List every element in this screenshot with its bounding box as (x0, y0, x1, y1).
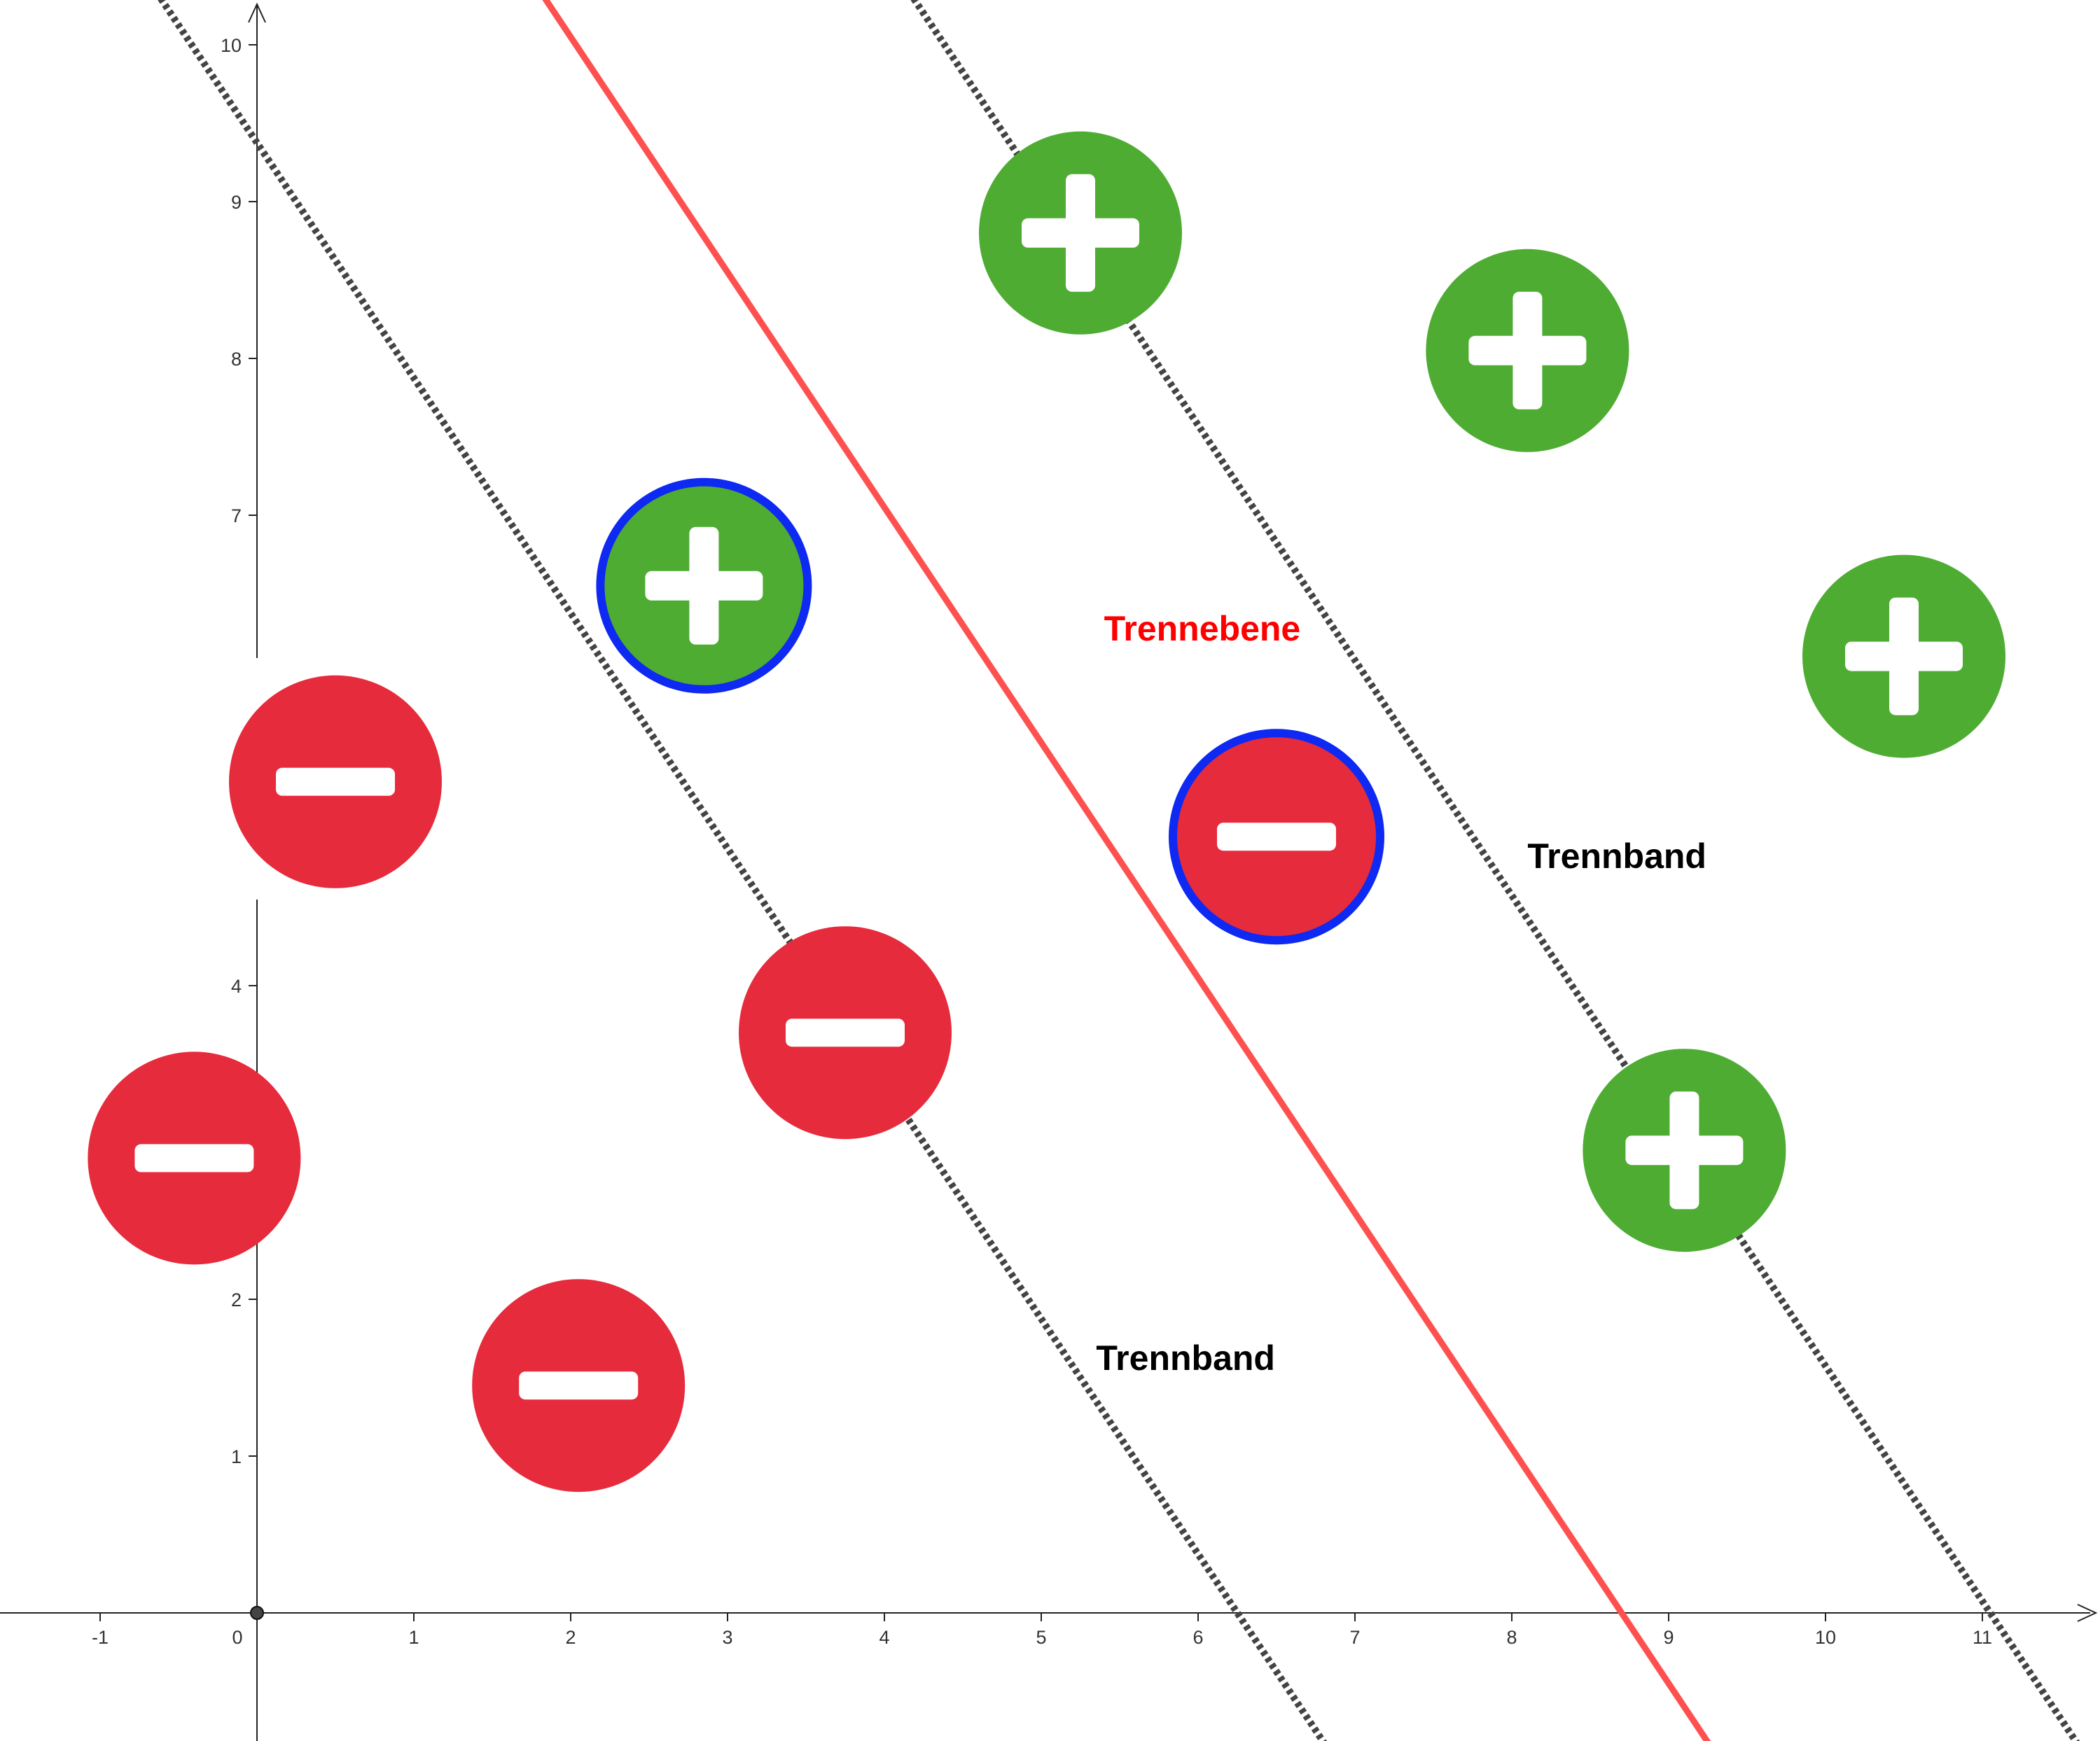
origin-point (250, 1606, 264, 1620)
plus-point-icon (596, 477, 812, 694)
hyperplane-label: Trennebene (1104, 609, 1301, 648)
separator-lines (157, 0, 2080, 1741)
data-points (88, 131, 2005, 1492)
minus-bar (786, 1019, 905, 1047)
plus-bar-vertical (1889, 597, 1919, 715)
plus-point-icon (1583, 1049, 1786, 1252)
x-tick-label: 8 (1506, 1627, 1517, 1648)
plus-bar-vertical (1066, 174, 1095, 292)
x-axis-arrow-icon (2077, 1604, 2098, 1622)
plus-point-icon (1802, 554, 2005, 758)
x-tick-label: 4 (879, 1627, 889, 1648)
plus-point-icon (979, 131, 1182, 335)
y-tick-label: 9 (231, 192, 242, 213)
minus-point-icon (229, 675, 442, 888)
x-tick-label: 7 (1349, 1627, 1360, 1648)
margin-line (910, 0, 2080, 1741)
plus-bar-vertical (1513, 291, 1543, 410)
y-tick-label: 10 (221, 35, 242, 56)
y-tick-label: 4 (231, 976, 242, 997)
margin-line (157, 0, 1328, 1741)
x-tick-label: 5 (1036, 1627, 1046, 1648)
margin-label: Trennband (1096, 1338, 1275, 1378)
plus-bar-vertical (689, 526, 719, 645)
x-tick-label: 3 (722, 1627, 732, 1648)
minus-point-icon (472, 1279, 686, 1492)
x-tick-label: 9 (1663, 1627, 1674, 1648)
minus-bar (276, 767, 395, 796)
plus-point-icon (1426, 249, 1629, 452)
x-tick-label: 11 (1973, 1627, 1992, 1648)
y-axis-arrow-icon (248, 2, 266, 23)
minus-point-icon (1169, 729, 1384, 945)
x-tick-label: 0 (232, 1627, 242, 1648)
minus-bar (1217, 823, 1336, 851)
annotations: Trennebene Trennband Trennband (1096, 609, 1706, 1378)
plus-bar-vertical (1669, 1091, 1699, 1210)
hyperplane-line (542, 0, 1711, 1741)
margin-label: Trennband (1527, 837, 1706, 876)
minus-bar (134, 1144, 254, 1173)
x-tick-label: -1 (92, 1627, 109, 1648)
x-tick-label: 1 (408, 1627, 419, 1648)
minus-point-icon (739, 926, 952, 1140)
y-tick-label: 8 (231, 349, 242, 370)
minus-point-icon (88, 1051, 301, 1265)
y-tick-label: 2 (231, 1289, 242, 1310)
x-tick-label: 6 (1192, 1627, 1203, 1648)
y-tick-label: 1 (231, 1446, 242, 1467)
x-tick-label: 2 (565, 1627, 576, 1648)
y-tick-label: 7 (231, 505, 242, 526)
minus-bar (519, 1371, 639, 1400)
x-tick-label: 10 (1815, 1627, 1836, 1648)
